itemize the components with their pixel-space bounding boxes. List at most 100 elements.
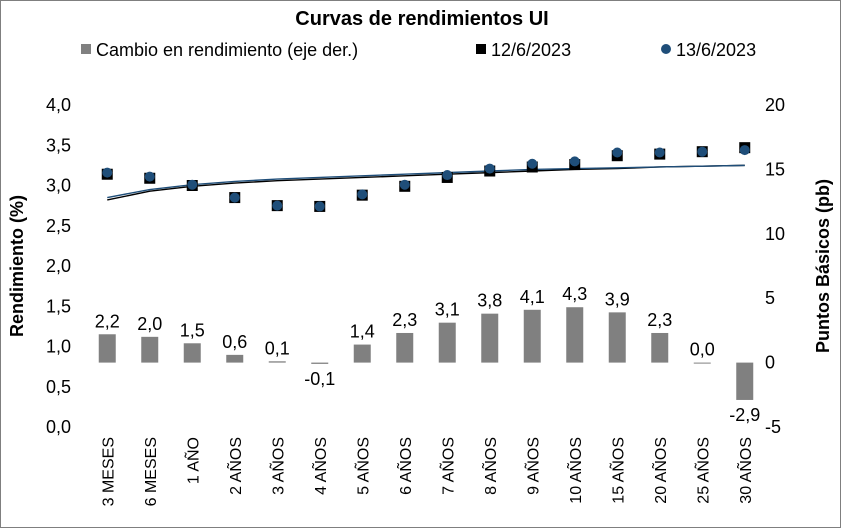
y-axis-ticks: 0,0 0,5 1,0 1,5 2,0 2,5 3,0 3,5 4,0 xyxy=(46,95,71,437)
legend-swatch-bar xyxy=(81,44,91,54)
bar-data-label: 4,3 xyxy=(562,284,587,304)
x-category-label: 15 AÑOS xyxy=(607,437,627,504)
x-axis-categories: 3 MESES 6 MESES 1 AÑO 2 AÑOS 3 AÑOS 4 AÑOS 5 A… xyxy=(100,437,755,506)
bar-data-label: 2,3 xyxy=(647,310,672,330)
x-category-label: 7 AÑOS xyxy=(437,437,457,495)
x-category-label: 3 AÑOS xyxy=(267,437,287,495)
x-category-label: 1 AÑO xyxy=(182,437,202,484)
bar xyxy=(268,361,286,363)
chart-title: Curvas de rendimientos UI xyxy=(295,8,548,30)
y2-axis-title: Puntos Básicos (pb) xyxy=(813,179,833,353)
point-13-6 xyxy=(187,179,198,190)
point-13-6 xyxy=(484,163,495,174)
y2-tick-label: 0 xyxy=(765,353,775,373)
x-category-label: 8 AÑOS xyxy=(480,437,500,495)
y-tick-label: 0,5 xyxy=(46,377,71,397)
legend-swatch-circle xyxy=(661,44,671,54)
x-category-label: 3 MESES xyxy=(100,437,117,506)
point-13-6 xyxy=(229,192,240,203)
x-category-label: 10 AÑOS xyxy=(565,437,585,504)
trend-lines xyxy=(107,164,745,201)
bar-data-label: 1,4 xyxy=(350,322,375,342)
bar xyxy=(651,332,669,363)
bar-data-label: 2,2 xyxy=(95,311,120,331)
bar xyxy=(693,362,711,364)
legend-label-series-13-6: 13/6/2023 xyxy=(676,40,756,60)
point-13-6 xyxy=(739,145,750,156)
y-tick-label: 1,5 xyxy=(46,296,71,316)
bar-data-label: 4,1 xyxy=(520,287,545,307)
y-tick-label: 2,0 xyxy=(46,256,71,276)
legend-label-bar: Cambio en rendimiento (eje der.) xyxy=(96,40,358,60)
y-tick-label: 3,5 xyxy=(46,135,71,155)
x-category-label: 30 AÑOS xyxy=(735,437,755,504)
point-13-6 xyxy=(442,170,453,181)
bar-data-label: 2,3 xyxy=(392,310,417,330)
bar-data-label: -0,1 xyxy=(304,369,335,389)
y2-tick-label: 5 xyxy=(765,288,775,308)
bar-data-label: 3,8 xyxy=(477,291,502,311)
trend-line xyxy=(107,164,745,199)
y2-tick-label: 10 xyxy=(765,224,785,244)
bar xyxy=(353,344,371,363)
bar xyxy=(183,343,201,363)
x-category-label: 5 AÑOS xyxy=(352,437,372,495)
point-13-6 xyxy=(314,201,325,212)
bar-data-label: 1,5 xyxy=(180,320,205,340)
bar-series xyxy=(98,307,754,400)
y-tick-label: 0,0 xyxy=(46,417,71,437)
legend-label-series-12-6: 12/6/2023 xyxy=(491,40,571,60)
bar xyxy=(141,336,159,363)
x-category-label: 9 AÑOS xyxy=(522,437,542,495)
bar-data-label: 3,9 xyxy=(605,289,630,309)
scatter-points xyxy=(101,142,751,212)
point-13-6 xyxy=(144,171,155,182)
bar xyxy=(608,312,626,363)
point-13-6 xyxy=(527,158,538,169)
trend-line xyxy=(107,164,745,201)
bar-data-labels: 2,2 2,0 1,5 0,6 0,1 -0,1 1,4 2,3 3,1 3,8 4,1 4,3 3,9… xyxy=(95,284,761,425)
y-tick-label: 1,0 xyxy=(46,337,71,357)
bar xyxy=(523,309,541,363)
y-tick-label: 2,5 xyxy=(46,216,71,236)
legend-swatch-square xyxy=(476,44,486,54)
bar xyxy=(226,354,244,363)
x-category-label: 25 AÑOS xyxy=(692,437,712,504)
bar-data-label: 0,0 xyxy=(690,340,715,360)
point-13-6 xyxy=(102,167,113,178)
y2-axis-ticks: -5 0 5 10 15 20 xyxy=(765,95,785,437)
bar-data-label: -2,9 xyxy=(729,405,760,425)
bar-data-label: 0,6 xyxy=(222,332,247,352)
bar xyxy=(566,307,584,363)
bar xyxy=(98,334,116,363)
point-13-6 xyxy=(357,189,368,200)
y-tick-label: 3,0 xyxy=(46,176,71,196)
bar xyxy=(396,332,414,363)
bar xyxy=(481,313,499,363)
y2-tick-label: 15 xyxy=(765,159,785,179)
bar xyxy=(438,322,456,363)
x-category-label: 20 AÑOS xyxy=(650,437,670,504)
x-category-label: 2 AÑOS xyxy=(225,437,245,495)
point-13-6 xyxy=(272,200,283,211)
legend: Cambio en rendimiento (eje der.) 12/6/20… xyxy=(81,40,756,60)
bar xyxy=(736,362,754,400)
point-13-6 xyxy=(612,147,623,158)
bar-data-label: 3,1 xyxy=(435,300,460,320)
x-category-label: 6 MESES xyxy=(143,437,160,506)
point-13-6 xyxy=(697,146,708,157)
x-category-label: 4 AÑOS xyxy=(310,437,330,495)
y-axis-title: Rendimiento (%) xyxy=(7,195,27,337)
x-category-label: 6 AÑOS xyxy=(395,437,415,495)
bar xyxy=(311,362,329,364)
bar-data-label: 0,1 xyxy=(265,338,290,358)
bar-data-label: 2,0 xyxy=(137,314,162,334)
y-tick-label: 4,0 xyxy=(46,95,71,115)
point-13-6 xyxy=(569,156,580,167)
point-13-6 xyxy=(654,147,665,158)
y2-tick-label: 20 xyxy=(765,95,785,115)
point-13-6 xyxy=(399,179,410,190)
y2-tick-label: -5 xyxy=(765,417,781,437)
